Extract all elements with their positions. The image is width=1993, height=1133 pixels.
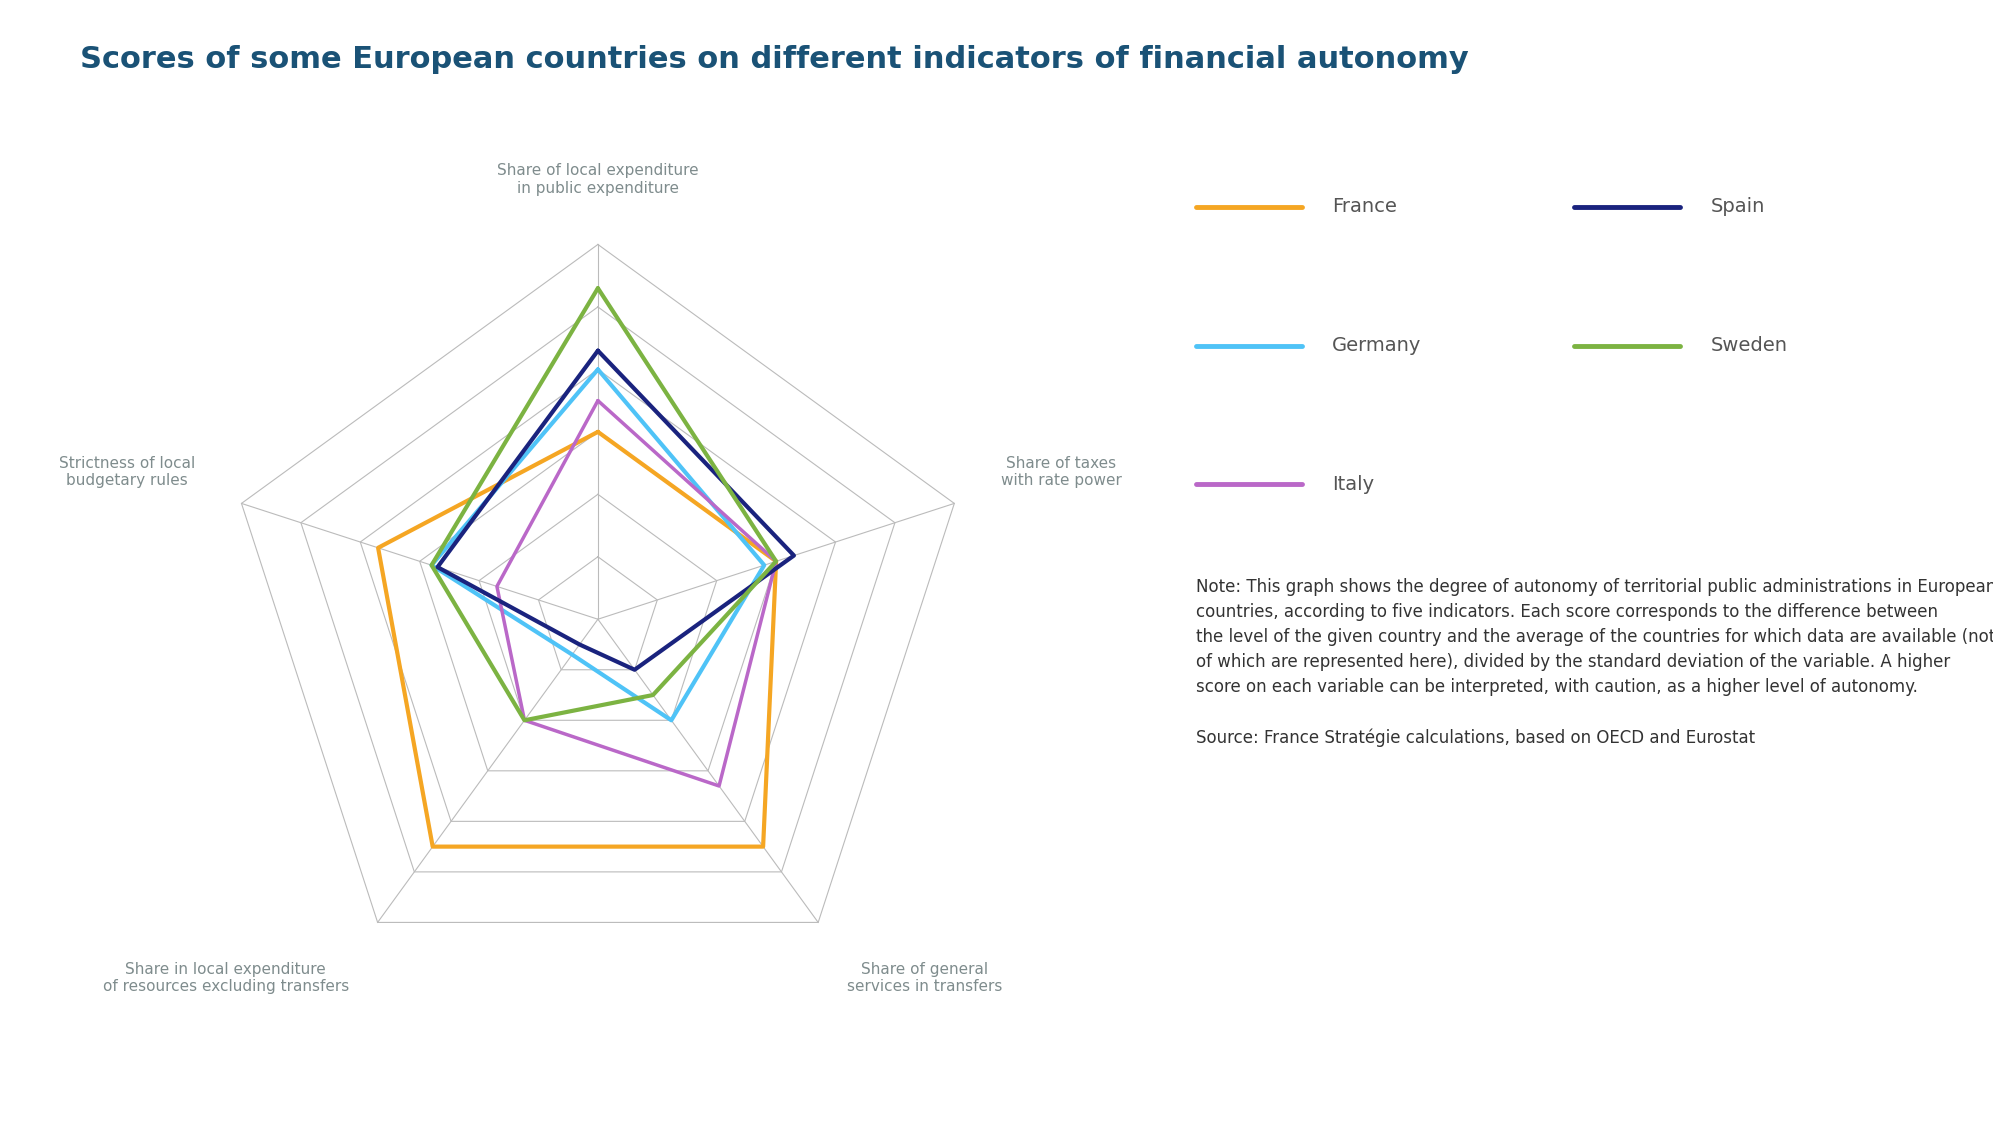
Text: Italy: Italy <box>1331 475 1375 494</box>
Text: France: France <box>1331 197 1397 216</box>
Text: Share of local expenditure
in public expenditure: Share of local expenditure in public exp… <box>496 163 700 196</box>
Text: Share in local expenditure
of resources excluding transfers: Share in local expenditure of resources … <box>104 962 349 995</box>
Text: Germany: Germany <box>1331 337 1421 355</box>
Text: Strictness of local
budgetary rules: Strictness of local budgetary rules <box>60 455 195 488</box>
Text: Share of general
services in transfers: Share of general services in transfers <box>847 962 1002 995</box>
Text: Share of taxes
with rate power: Share of taxes with rate power <box>1000 455 1122 488</box>
Text: Note: This graph shows the degree of autonomy of territorial public administrati: Note: This graph shows the degree of aut… <box>1196 578 1993 747</box>
Text: Sweden: Sweden <box>1710 337 1788 355</box>
Text: Scores of some European countries on different indicators of financial autonomy: Scores of some European countries on dif… <box>80 45 1469 75</box>
Text: Spain: Spain <box>1710 197 1766 216</box>
